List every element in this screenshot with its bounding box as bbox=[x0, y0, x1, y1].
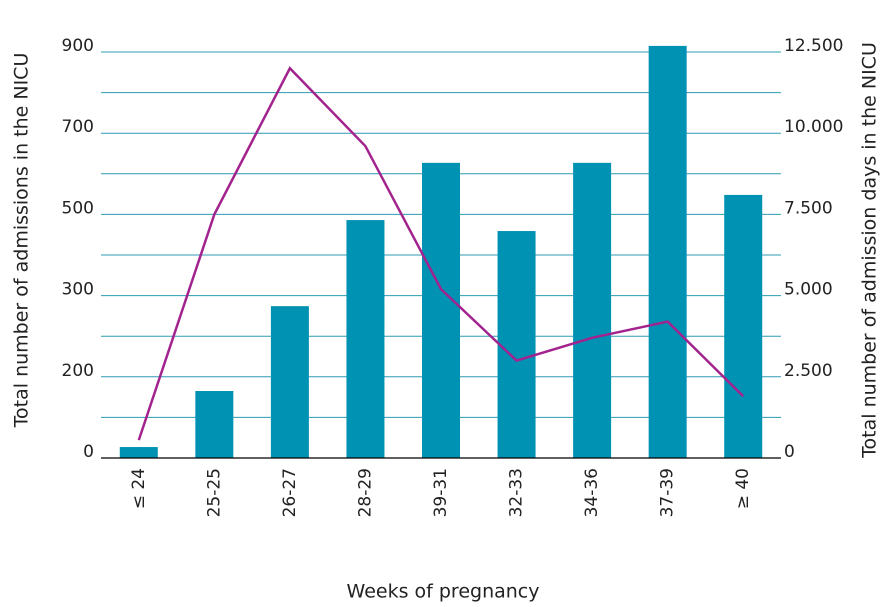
y-tick-label: 200 bbox=[62, 361, 94, 381]
y2-axis-title: Total number of admission days in the NI… bbox=[859, 42, 881, 459]
y-tick-label: 300 bbox=[62, 280, 94, 300]
y-axis-title: Total number of admissions in the NICU bbox=[11, 53, 33, 429]
y2-tick-label: 2.500 bbox=[784, 361, 833, 381]
y-tick-label: 0 bbox=[83, 442, 94, 462]
bar bbox=[497, 231, 536, 458]
bar bbox=[573, 162, 612, 458]
y2-tick-label: 5.000 bbox=[784, 280, 833, 300]
x-tick-label: 32-33 bbox=[507, 468, 527, 517]
y2-tick-label: 10.000 bbox=[784, 117, 843, 137]
y-tick-label: 900 bbox=[62, 36, 94, 56]
x-axis-title: Weeks of pregnancy bbox=[347, 581, 540, 603]
x-tick-label: ≥ 40 bbox=[733, 468, 753, 509]
y-tick-label: 700 bbox=[62, 117, 94, 137]
line bbox=[137, 66, 745, 441]
bar bbox=[422, 162, 460, 458]
x-tick-label: ≤ 24 bbox=[129, 468, 149, 509]
x-tick-label: 28-29 bbox=[355, 468, 375, 517]
x-tick-label: 39-31 bbox=[431, 468, 451, 517]
bar bbox=[648, 45, 687, 458]
y2-tick-label: 7.500 bbox=[784, 198, 833, 218]
y2-tick-label: 12.500 bbox=[784, 36, 843, 56]
x-tick-label: 25-25 bbox=[204, 468, 224, 517]
x-tick-label: 37-39 bbox=[658, 468, 678, 517]
bar bbox=[346, 220, 385, 458]
x-tick-label: 34-36 bbox=[582, 468, 602, 517]
bar bbox=[724, 194, 763, 459]
bar bbox=[195, 391, 234, 458]
y-tick-label: 500 bbox=[62, 198, 94, 218]
bar bbox=[270, 306, 309, 458]
bar bbox=[119, 447, 158, 458]
x-tick-label: 26-27 bbox=[280, 468, 300, 517]
y2-tick-label: 0 bbox=[784, 442, 795, 462]
